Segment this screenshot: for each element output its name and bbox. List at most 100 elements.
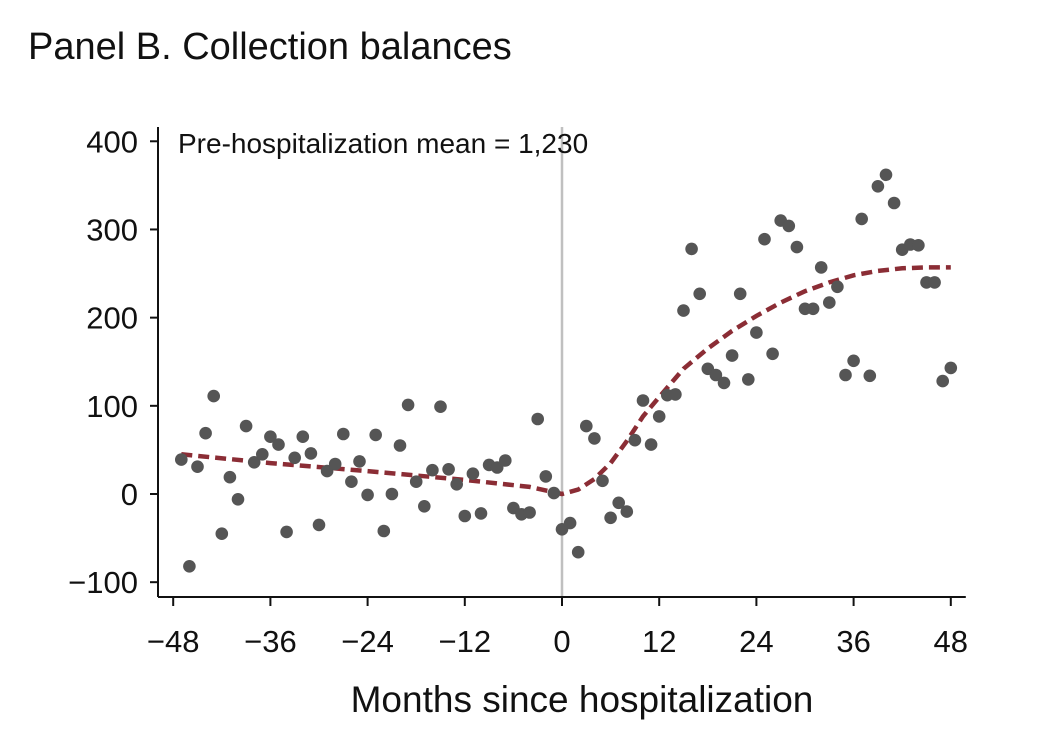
scatter-point — [304, 447, 318, 460]
scatter-point — [944, 361, 958, 375]
scatter-point — [669, 388, 682, 401]
scatter-point — [863, 369, 877, 383]
scatter-point — [175, 453, 188, 466]
scatter-point — [223, 470, 237, 484]
scatter-point — [766, 347, 779, 361]
y-tick-label: 400 — [86, 124, 138, 159]
scatter-point — [612, 496, 625, 510]
x-tick-label: −12 — [439, 624, 492, 659]
scatter-point — [239, 419, 253, 433]
scatter-point — [782, 219, 796, 233]
scatter-point — [207, 389, 220, 403]
scatter-point — [831, 280, 844, 294]
scatter-point — [458, 509, 472, 523]
scatter-point — [839, 368, 852, 382]
scatter-point — [644, 438, 658, 451]
scatter-point — [806, 302, 820, 316]
scatter-point — [409, 475, 423, 489]
scatter-point — [418, 500, 431, 513]
scatter-point — [620, 505, 634, 518]
scatter-point — [288, 451, 302, 465]
scatter-point — [887, 196, 901, 210]
fit-line-layer — [181, 265, 951, 497]
scatter-point — [296, 430, 310, 444]
scatter-point — [936, 374, 949, 388]
x-tick-label: 0 — [553, 624, 570, 659]
scatter-point — [353, 455, 366, 468]
scatter-point — [442, 463, 455, 476]
x-tick-label: 12 — [642, 624, 676, 659]
scatter-point — [474, 507, 488, 520]
scatter-point — [345, 475, 358, 489]
scatter-point — [604, 511, 617, 525]
scatter-point — [871, 180, 885, 193]
scatter-point — [742, 373, 755, 386]
scatter-point — [652, 410, 666, 423]
scatter-point — [717, 376, 731, 390]
scatter-point — [596, 474, 609, 488]
scatter-point — [636, 394, 650, 407]
scatter-point — [580, 419, 593, 433]
scatter-point — [377, 524, 391, 538]
scatter-point — [523, 506, 536, 519]
scatter-point — [814, 261, 828, 274]
x-axis-label: Months since hospitalization — [351, 679, 814, 720]
scatter-point — [280, 525, 293, 539]
y-tick-label: 0 — [121, 477, 138, 512]
scatter-point — [725, 349, 739, 362]
scatter-point — [450, 478, 464, 491]
x-tick-label: −24 — [341, 624, 394, 659]
x-ticks: −48 −36 −24 −12 0 12 24 36 48 — [147, 597, 968, 659]
scatter-point — [328, 457, 342, 471]
scatter-point — [628, 433, 642, 447]
scatter-point — [709, 368, 723, 382]
scatter-point — [571, 545, 585, 559]
scatter-point — [790, 240, 804, 254]
scatter-point — [393, 439, 407, 452]
scatter-point — [272, 438, 285, 451]
scatter-point — [401, 398, 415, 412]
scatter-point — [685, 242, 698, 256]
scatter-point — [337, 427, 350, 441]
scatter-point — [750, 326, 763, 339]
scatter-point — [677, 304, 690, 317]
scatter-point — [855, 212, 868, 226]
x-tick-label: −36 — [244, 624, 297, 659]
y-tick-label: 100 — [86, 389, 138, 424]
scatter-point — [823, 296, 836, 309]
scatter-points — [175, 168, 958, 573]
y-tick-label: 300 — [86, 212, 138, 247]
scatter-point — [588, 432, 601, 445]
scatter-point — [499, 454, 512, 467]
scatter-point — [215, 527, 229, 540]
scatter-point — [912, 239, 925, 252]
scatter-point — [264, 430, 277, 444]
scatter-point — [434, 400, 447, 414]
scatter-point — [385, 487, 399, 501]
scatter-point — [563, 516, 577, 530]
x-tick-label: 48 — [934, 624, 968, 659]
scatter-point — [539, 470, 553, 483]
scatter-point — [426, 463, 439, 477]
scatter-point — [191, 460, 204, 474]
scatter-point — [879, 168, 893, 182]
scatter-point — [733, 287, 747, 301]
y-tick-label: 200 — [86, 301, 138, 336]
scatter-point — [231, 493, 245, 506]
pre-hospitalization-mean-annotation: Pre-hospitalization mean = 1,230 — [178, 128, 588, 159]
scatter-point — [758, 232, 771, 246]
scatter-point — [199, 426, 212, 440]
scatter-point — [361, 488, 374, 502]
scatter-point — [466, 467, 480, 481]
y-tick-label: −100 — [68, 565, 138, 600]
scatter-point — [928, 276, 941, 289]
scatter-point — [255, 448, 269, 461]
scatter-point — [369, 428, 383, 442]
scatter-point — [183, 560, 196, 573]
scatter-point — [547, 486, 561, 500]
scatter-point — [320, 464, 334, 478]
x-tick-label: 36 — [836, 624, 870, 659]
x-tick-label: 24 — [739, 624, 773, 659]
scatter-point — [693, 287, 706, 301]
